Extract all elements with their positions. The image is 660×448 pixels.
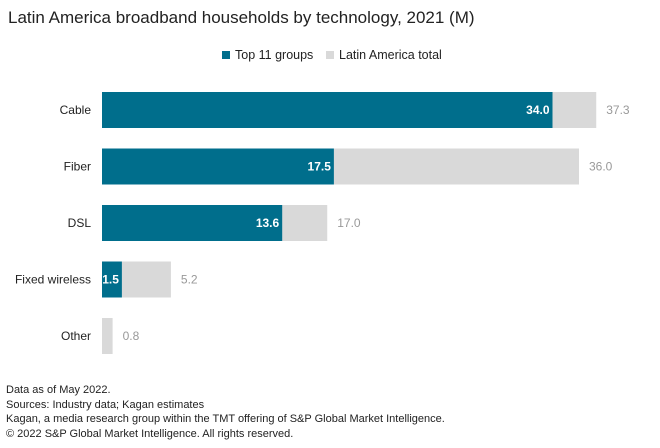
- note-sources: Sources: Industry data; Kagan estimates: [6, 398, 205, 411]
- legend-label-total: Latin America total: [339, 48, 442, 62]
- value-label-total-dsl: 17.0: [337, 216, 361, 230]
- note-copyright: © 2022 S&P Global Market Intelligence. A…: [6, 427, 294, 440]
- footnotes: Data as of May 2022. Sources: Industry d…: [6, 383, 445, 441]
- value-label-top11-fixed-wireless: 1.5: [102, 273, 119, 287]
- value-label-top11-dsl: 13.6: [256, 216, 280, 230]
- legend-swatch-total: [326, 51, 334, 59]
- value-label-total-other: 0.8: [123, 329, 140, 343]
- value-label-total-fiber: 36.0: [589, 160, 613, 174]
- legend-label-top11: Top 11 groups: [235, 48, 314, 62]
- note-data-date: Data as of May 2022.: [6, 384, 111, 396]
- bar-total-other: [102, 318, 113, 354]
- legend-swatch-top11: [222, 51, 230, 59]
- bar-chart: Cable 37.3 34.0 Fiber 36.0 17.5 DSL 17.0 13.6 Fix…: [15, 92, 630, 354]
- value-label-total-fixed-wireless: 5.2: [181, 273, 198, 287]
- legend: Top 11 groups Latin America total: [0, 48, 660, 64]
- bar-top11-fixed-wireless: [102, 261, 122, 298]
- category-label-other: Other: [61, 329, 91, 343]
- category-label-fiber: Fiber: [64, 160, 91, 174]
- bar-top11-fiber: [102, 148, 334, 185]
- value-label-top11-cable: 34.0: [526, 103, 550, 117]
- value-label-total-cable: 37.3: [606, 103, 630, 117]
- note-kagan: Kagan, a media research group within the…: [6, 413, 445, 425]
- chart-title: Latin America broadband households by te…: [8, 8, 475, 27]
- value-label-top11-fiber: 17.5: [308, 160, 332, 174]
- category-label-cable: Cable: [60, 103, 92, 117]
- bar-top11-dsl: [102, 205, 283, 241]
- bar-top11-cable: [102, 92, 553, 128]
- category-label-dsl: DSL: [68, 216, 92, 230]
- category-label-fixed-wireless: Fixed wireless: [15, 273, 91, 287]
- legend-item-total: Latin America total: [326, 48, 442, 62]
- legend-item-top11: Top 11 groups: [222, 48, 313, 62]
